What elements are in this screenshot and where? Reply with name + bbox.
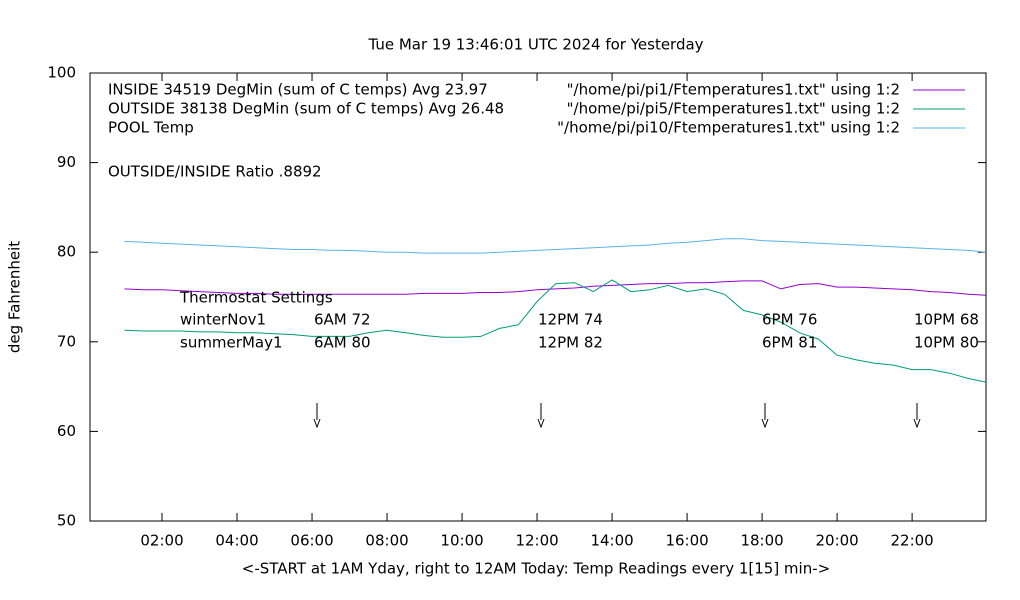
annotation: 6PM 76 bbox=[762, 311, 817, 329]
x-tick-label: 02:00 bbox=[140, 532, 183, 550]
annotation: summerMay1 bbox=[180, 334, 283, 352]
x-tick-label: 08:00 bbox=[365, 532, 408, 550]
annotation: 12PM 74 bbox=[538, 311, 603, 329]
y-tick-label: 90 bbox=[57, 153, 76, 171]
y-tick-label: 80 bbox=[57, 243, 76, 261]
arrow bbox=[313, 403, 321, 429]
x-tick-label: 14:00 bbox=[590, 532, 633, 550]
legend-label: "/home/pi/pi10/Ftemperatures1.txt" using… bbox=[557, 119, 900, 137]
annotation: POOL Temp bbox=[108, 119, 194, 137]
arrow bbox=[913, 403, 921, 429]
annotation: OUTSIDE 38138 DegMin (sum of C temps) Av… bbox=[108, 100, 504, 118]
arrow bbox=[761, 403, 769, 429]
x-tick-label: 04:00 bbox=[215, 532, 258, 550]
arrow bbox=[537, 403, 545, 429]
legend-label: "/home/pi/pi1/Ftemperatures1.txt" using … bbox=[567, 81, 900, 99]
arrows bbox=[313, 403, 921, 429]
x-tick-label: 06:00 bbox=[290, 532, 333, 550]
y-tick-label: 70 bbox=[57, 332, 76, 350]
chart-title: Tue Mar 19 13:46:01 UTC 2024 for Yesterd… bbox=[367, 36, 703, 54]
annotation: Thermostat Settings bbox=[179, 289, 333, 307]
annotation: 6PM 81 bbox=[762, 334, 817, 352]
x-tick-label: 20:00 bbox=[815, 532, 858, 550]
annotation: OUTSIDE/INSIDE Ratio .8892 bbox=[108, 163, 322, 181]
x-tick-label: 18:00 bbox=[740, 532, 783, 550]
y-axis-label: deg Fahrenheit bbox=[6, 241, 24, 353]
x-tick-label: 16:00 bbox=[665, 532, 708, 550]
annotation: winterNov1 bbox=[180, 311, 266, 329]
x-tick-label: 22:00 bbox=[890, 532, 933, 550]
x-tick-label: 10:00 bbox=[440, 532, 483, 550]
y-tick-label: 60 bbox=[57, 422, 76, 440]
x-tick-label: 12:00 bbox=[515, 532, 558, 550]
annotation: INSIDE 34519 DegMin (sum of C temps) Avg… bbox=[108, 81, 488, 99]
x-axis-label: <-START at 1AM Yday, right to 12AM Today… bbox=[242, 560, 830, 578]
y-tick-label: 100 bbox=[47, 64, 76, 82]
annotation: 6AM 72 bbox=[314, 311, 371, 329]
series-line bbox=[124, 280, 987, 296]
annotation: 6AM 80 bbox=[314, 334, 371, 352]
series-line bbox=[124, 238, 987, 254]
series-line bbox=[124, 279, 987, 383]
annotation: 10PM 80 bbox=[914, 334, 979, 352]
plot-border bbox=[89, 72, 987, 522]
legend-label: "/home/pi/pi5/Ftemperatures1.txt" using … bbox=[567, 100, 900, 118]
y-tick-label: 50 bbox=[57, 512, 76, 530]
annotation: 10PM 68 bbox=[914, 311, 979, 329]
annotation: 12PM 82 bbox=[538, 334, 603, 352]
